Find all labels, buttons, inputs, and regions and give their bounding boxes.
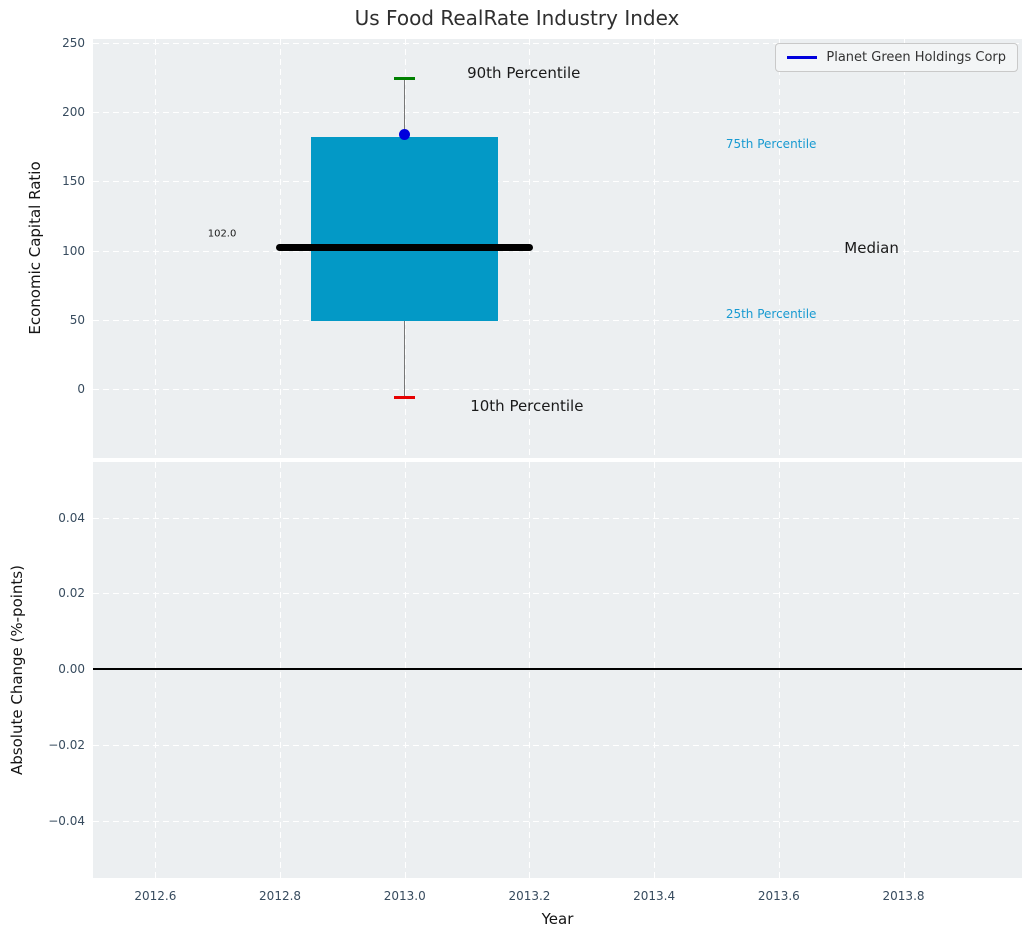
bottom-y-tick-0-02: −0.02 (48, 738, 85, 753)
company-point-planet-green-holdings-corp (399, 128, 411, 140)
annotation-75th-percentile: 75th Percentile (725, 136, 817, 151)
x-tick-2012-8: 2012.8 (259, 889, 302, 903)
gridline-h-top (93, 320, 1022, 322)
top-y-tick-150: 150 (62, 174, 85, 189)
gridline-h-top (93, 389, 1022, 391)
zero-line (93, 668, 1022, 671)
annotation-10th-percentile: 10th Percentile (470, 397, 584, 415)
x-axis-label: Year (541, 910, 574, 928)
annotation-25th-percentile: 25th Percentile (725, 307, 817, 322)
bottom-y-tick-0-02: 0.02 (58, 586, 85, 601)
box-iqr (311, 137, 499, 322)
gridline-h-top (93, 112, 1022, 114)
bottom-y-tick-0-04: 0.04 (58, 510, 85, 525)
top-y-tick-100: 100 (62, 243, 85, 258)
legend: Planet Green Holdings Corp (775, 43, 1018, 72)
x-tick-2013-4: 2013.4 (633, 889, 676, 903)
gridline-h-top (93, 42, 1022, 44)
x-tick-2013-2: 2013.2 (508, 889, 551, 903)
chart-title: Us Food RealRate Industry Index (354, 6, 680, 30)
annotation-102-0: 102.0 (207, 228, 237, 240)
bottom-y-tick-0-00: 0.00 (58, 662, 85, 677)
top-y-tick-200: 200 (62, 105, 85, 120)
whisker-cap-10th (394, 396, 416, 400)
x-tick-2013-0: 2013.0 (383, 889, 426, 903)
annotation-median: Median (844, 238, 899, 257)
bottom-axes-absolute-change (93, 462, 1022, 878)
gridline-v-top (903, 39, 905, 458)
x-tick-2013-6: 2013.6 (757, 889, 800, 903)
gridline-h-bottom (93, 593, 1022, 595)
top-y-tick-250: 250 (62, 35, 85, 50)
x-tick-2012-6: 2012.6 (134, 889, 177, 903)
whisker-cap-90th (394, 77, 416, 81)
top-y-tick-50: 50 (69, 313, 85, 328)
gridline-v-top (654, 39, 656, 458)
median-line (276, 244, 534, 252)
legend-entry-label: Planet Green Holdings Corp (826, 50, 1006, 65)
gridline-h-top (93, 250, 1022, 252)
gridline-v-top (155, 39, 157, 458)
top-axes-economic-capital-ratio (93, 39, 1022, 458)
bottom-y-tick-0-04: −0.04 (48, 813, 85, 828)
gridline-h-bottom (93, 517, 1022, 519)
gridline-h-bottom (93, 820, 1022, 822)
legend-line-icon (787, 56, 818, 59)
gridline-v-top (778, 39, 780, 458)
x-tick-2013-8: 2013.8 (882, 889, 925, 903)
top-y-tick-0: 0 (77, 382, 85, 397)
gridline-h-bottom (93, 745, 1022, 747)
gridline-h-top (93, 181, 1022, 183)
annotation-90th-percentile: 90th Percentile (467, 64, 581, 83)
